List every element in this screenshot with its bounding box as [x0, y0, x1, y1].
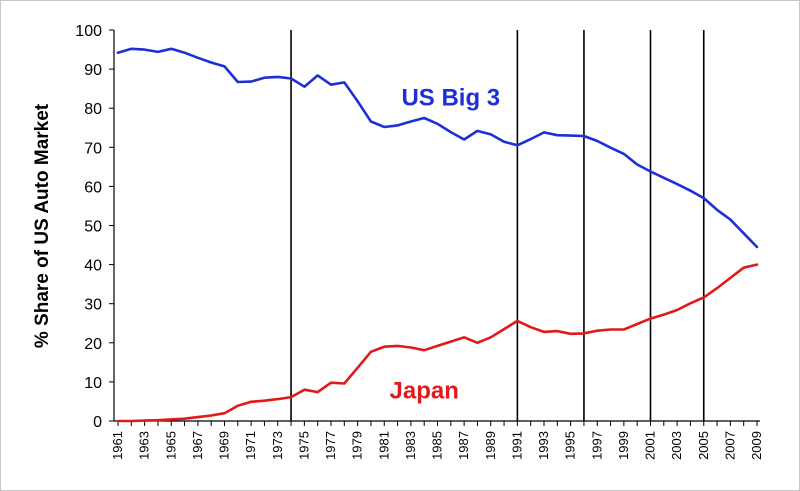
x-tick-label: 1975	[296, 431, 311, 460]
vertical-markers-group	[290, 30, 705, 421]
series-group	[116, 47, 759, 423]
x-tick-label: 1971	[243, 431, 258, 460]
series-annotation-label: US Big 3	[401, 84, 500, 111]
series-annotation-label: Japan	[390, 378, 459, 405]
y-tick-label: 60	[84, 179, 102, 196]
axes-group: 0 10 20 30 40 50 60 70 80 90 100 1961 1963 1965 1967 19…	[75, 23, 764, 460]
x-tick-label: 1985	[430, 431, 445, 460]
x-tick-label: 1987	[456, 431, 471, 460]
x-tick-label: 2009	[749, 431, 764, 460]
y-tick-label: 40	[84, 258, 102, 275]
x-tick-label: 1961	[110, 431, 125, 460]
x-tick-label: 1989	[483, 431, 498, 460]
x-tick-label: 1973	[270, 431, 285, 460]
x-tick-label: 1969	[217, 431, 232, 460]
x-tick-label: 2005	[696, 431, 711, 460]
x-tick-label: 2003	[669, 431, 684, 460]
y-tick-label: 30	[84, 297, 102, 314]
x-tick-label: 1981	[376, 431, 391, 460]
x-tick-label: 1963	[137, 431, 152, 460]
y-axis-label: % Share of US Auto Market	[32, 103, 53, 348]
y-tick-label: 70	[84, 140, 102, 157]
x-tick-label: 1991	[509, 431, 524, 460]
x-tick-label: 1993	[536, 431, 551, 460]
x-tick-label: 1999	[616, 431, 631, 460]
x-tick-label: 1995	[563, 431, 578, 460]
x-tick-label: 1965	[163, 431, 178, 460]
x-tick-label: 1967	[190, 431, 205, 460]
y-tick-label: 90	[84, 62, 102, 79]
y-tick-label: 50	[84, 219, 102, 236]
y-tick-label: 100	[75, 23, 102, 40]
series-line-us-big-3	[116, 47, 759, 249]
series-line-japan	[116, 263, 759, 423]
x-tick-label: 1979	[350, 431, 365, 460]
y-tick-label: 80	[84, 101, 102, 118]
y-tick-label: 20	[84, 336, 102, 353]
y-tick-label: 10	[84, 375, 102, 392]
x-tick-label: 1983	[403, 431, 418, 460]
x-tick-label: 1997	[589, 431, 604, 460]
x-tick-label: 2001	[643, 431, 658, 460]
x-tick-label: 1977	[323, 431, 338, 460]
x-tick-label: 2007	[722, 431, 737, 460]
annotations-group: US Big 3 Japan	[390, 84, 501, 404]
y-tick-label: 0	[93, 414, 102, 431]
